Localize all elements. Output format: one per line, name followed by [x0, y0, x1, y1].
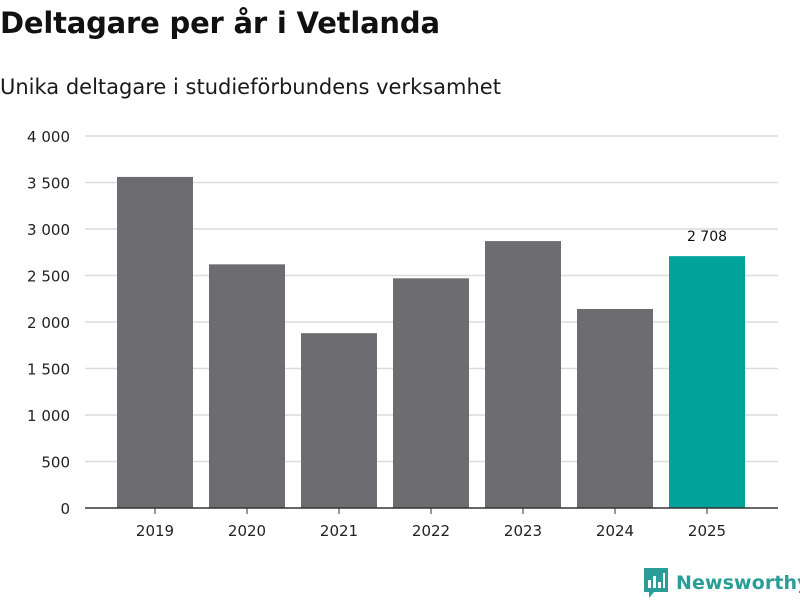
y-tick-label: 4 000 — [27, 128, 70, 146]
y-tick-label: 2 500 — [27, 268, 70, 286]
brand-name: Newsworthy — [676, 572, 800, 594]
x-tick-label: 2019 — [136, 522, 174, 540]
y-tick-label: 3 500 — [27, 175, 70, 193]
bar-2022 — [393, 278, 469, 508]
x-tick-label: 2021 — [320, 522, 358, 540]
data-label: 2 708 — [687, 229, 727, 245]
newsworthy-logo-icon — [644, 568, 668, 598]
bar-2023 — [485, 241, 561, 508]
y-tick-label: 3 000 — [27, 221, 70, 239]
y-tick-label: 500 — [41, 454, 70, 472]
x-tick-label: 2024 — [596, 522, 634, 540]
chart-subtitle: Unika deltagare i studieförbundens verks… — [0, 75, 501, 99]
bar-2025 — [669, 256, 745, 508]
chart-title: Deltagare per år i Vetlanda — [0, 6, 440, 40]
x-tick-label: 2020 — [228, 522, 266, 540]
bar-2021 — [301, 333, 377, 508]
y-tick-label: 0 — [60, 500, 70, 518]
brand-logo: Newsworthy — [644, 568, 800, 598]
x-tick-label: 2025 — [688, 522, 726, 540]
y-tick-label: 2 000 — [27, 314, 70, 332]
bar-2019 — [117, 176, 193, 509]
y-tick-label: 1 500 — [27, 361, 70, 379]
bar-2024 — [577, 308, 653, 508]
bar-2020 — [209, 264, 285, 508]
y-tick-label: 1 000 — [27, 407, 70, 425]
x-tick-label: 2023 — [504, 522, 542, 540]
x-tick-label: 2022 — [412, 522, 450, 540]
